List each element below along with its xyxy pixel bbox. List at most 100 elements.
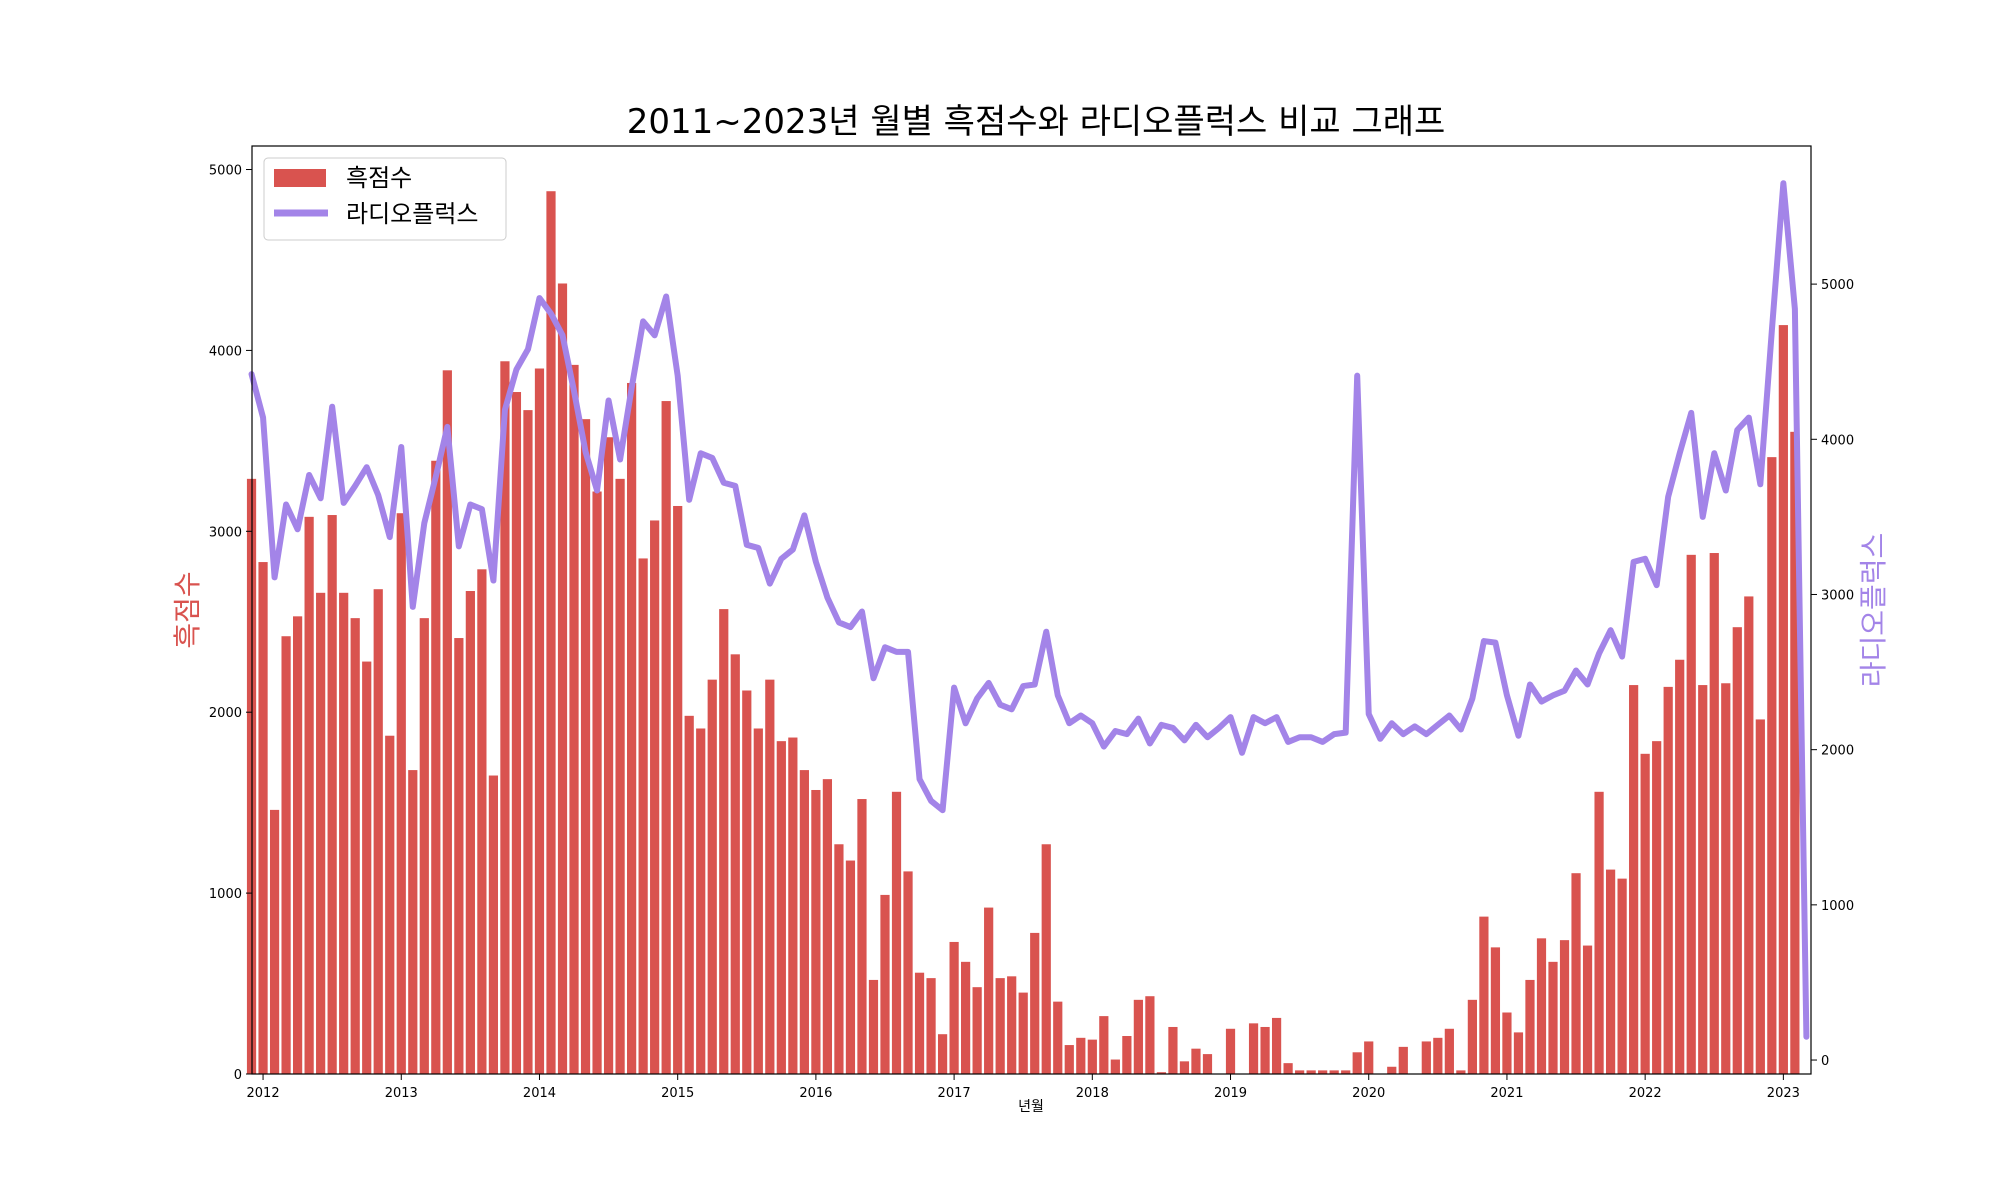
bar xyxy=(592,491,602,1074)
bar xyxy=(419,618,429,1074)
legend-swatch-bar xyxy=(274,169,326,187)
y-axis-right: 0 1000 2000 3000 4000 5000 xyxy=(1811,278,1854,1069)
x-axis-label: 년월 xyxy=(1018,1099,1044,1115)
bar xyxy=(1536,938,1547,1074)
bar xyxy=(1145,996,1155,1074)
y-right-tick-label: 5000 xyxy=(1821,278,1854,293)
y-tick-label: 4000 xyxy=(209,344,242,359)
bar xyxy=(396,513,406,1074)
bar xyxy=(1686,554,1696,1074)
x-axis: 2012 2013 2014 2015 2016 2017 2018 2019 2020 2021… xyxy=(247,1074,1800,1101)
x-tick-label: 2018 xyxy=(1076,1086,1109,1101)
y-axis-left: 0 1000 2000 3000 4000 5000 xyxy=(209,164,252,1083)
bar xyxy=(1755,719,1765,1074)
bar xyxy=(650,520,660,1074)
bar xyxy=(1352,1052,1362,1074)
bar xyxy=(1041,844,1051,1074)
bar xyxy=(1156,1072,1167,1074)
bar xyxy=(1271,1017,1282,1074)
bar xyxy=(511,392,522,1074)
bar xyxy=(534,368,545,1074)
x-tick-label: 2016 xyxy=(799,1086,832,1101)
bar xyxy=(627,382,637,1075)
bar xyxy=(811,789,821,1074)
bar xyxy=(1248,1023,1259,1074)
x-tick-label: 2023 xyxy=(1767,1086,1800,1101)
bar xyxy=(1778,325,1788,1075)
line-radioflux xyxy=(248,180,1810,1040)
bar xyxy=(1732,627,1742,1074)
bar xyxy=(546,191,556,1075)
x-tick-label: 2017 xyxy=(938,1086,971,1101)
bar xyxy=(1110,1059,1120,1074)
bar xyxy=(1306,1070,1316,1074)
bar xyxy=(557,283,568,1075)
bar xyxy=(339,592,349,1074)
bar xyxy=(903,871,913,1074)
y-tick-label: 2000 xyxy=(209,706,242,721)
line-series xyxy=(248,180,1810,1040)
bar xyxy=(1433,1037,1443,1074)
y-tick-label: 3000 xyxy=(209,525,242,540)
bar xyxy=(1640,753,1650,1074)
bar xyxy=(776,741,786,1074)
bar xyxy=(258,562,268,1074)
bar xyxy=(465,591,475,1074)
bar xyxy=(1191,1048,1201,1074)
bar xyxy=(1721,683,1731,1074)
bar xyxy=(719,609,729,1074)
bar xyxy=(1744,596,1754,1074)
bar xyxy=(1479,916,1489,1074)
bar xyxy=(1790,431,1800,1074)
bar xyxy=(385,735,395,1074)
x-tick-label: 2013 xyxy=(385,1086,418,1101)
bar xyxy=(1318,1070,1328,1074)
bar xyxy=(868,979,879,1074)
bar xyxy=(1767,457,1777,1074)
bar xyxy=(488,775,499,1074)
bar xyxy=(1456,1070,1466,1074)
bar xyxy=(431,460,441,1074)
y-right-tick-label: 1000 xyxy=(1821,899,1854,914)
x-tick-label: 2020 xyxy=(1352,1086,1385,1101)
bar xyxy=(984,907,994,1074)
bar xyxy=(477,569,487,1074)
y-right-tick-label: 2000 xyxy=(1821,744,1854,759)
bar xyxy=(1605,869,1616,1074)
bar xyxy=(1421,1041,1431,1074)
bar xyxy=(845,860,856,1074)
bar xyxy=(1709,553,1719,1074)
bar xyxy=(753,728,763,1074)
bar xyxy=(1629,685,1639,1074)
bar xyxy=(442,370,452,1074)
bar xyxy=(765,679,775,1074)
bar-series xyxy=(246,191,1800,1075)
bar xyxy=(316,592,326,1074)
bar xyxy=(1295,1070,1305,1074)
y-tick-label: 5000 xyxy=(209,164,242,179)
bar xyxy=(1168,1026,1178,1074)
bar xyxy=(1663,686,1673,1074)
bar xyxy=(1202,1054,1213,1074)
bar xyxy=(1698,685,1708,1074)
bar xyxy=(638,558,648,1074)
bar xyxy=(742,690,752,1074)
bar xyxy=(661,401,671,1074)
y-right-tick-label: 3000 xyxy=(1821,588,1854,603)
bar xyxy=(500,361,510,1074)
bar xyxy=(914,972,925,1074)
bar xyxy=(523,410,533,1074)
bar xyxy=(1675,659,1685,1074)
bar xyxy=(350,618,360,1074)
bar xyxy=(1502,1012,1512,1074)
bar xyxy=(730,654,740,1074)
bar xyxy=(880,894,890,1074)
bar xyxy=(1652,741,1662,1074)
bar xyxy=(788,737,798,1074)
bar xyxy=(1225,1028,1236,1074)
bar xyxy=(1053,1001,1063,1074)
bar xyxy=(1398,1046,1408,1074)
bar xyxy=(1087,1039,1097,1074)
bar xyxy=(1387,1066,1397,1074)
